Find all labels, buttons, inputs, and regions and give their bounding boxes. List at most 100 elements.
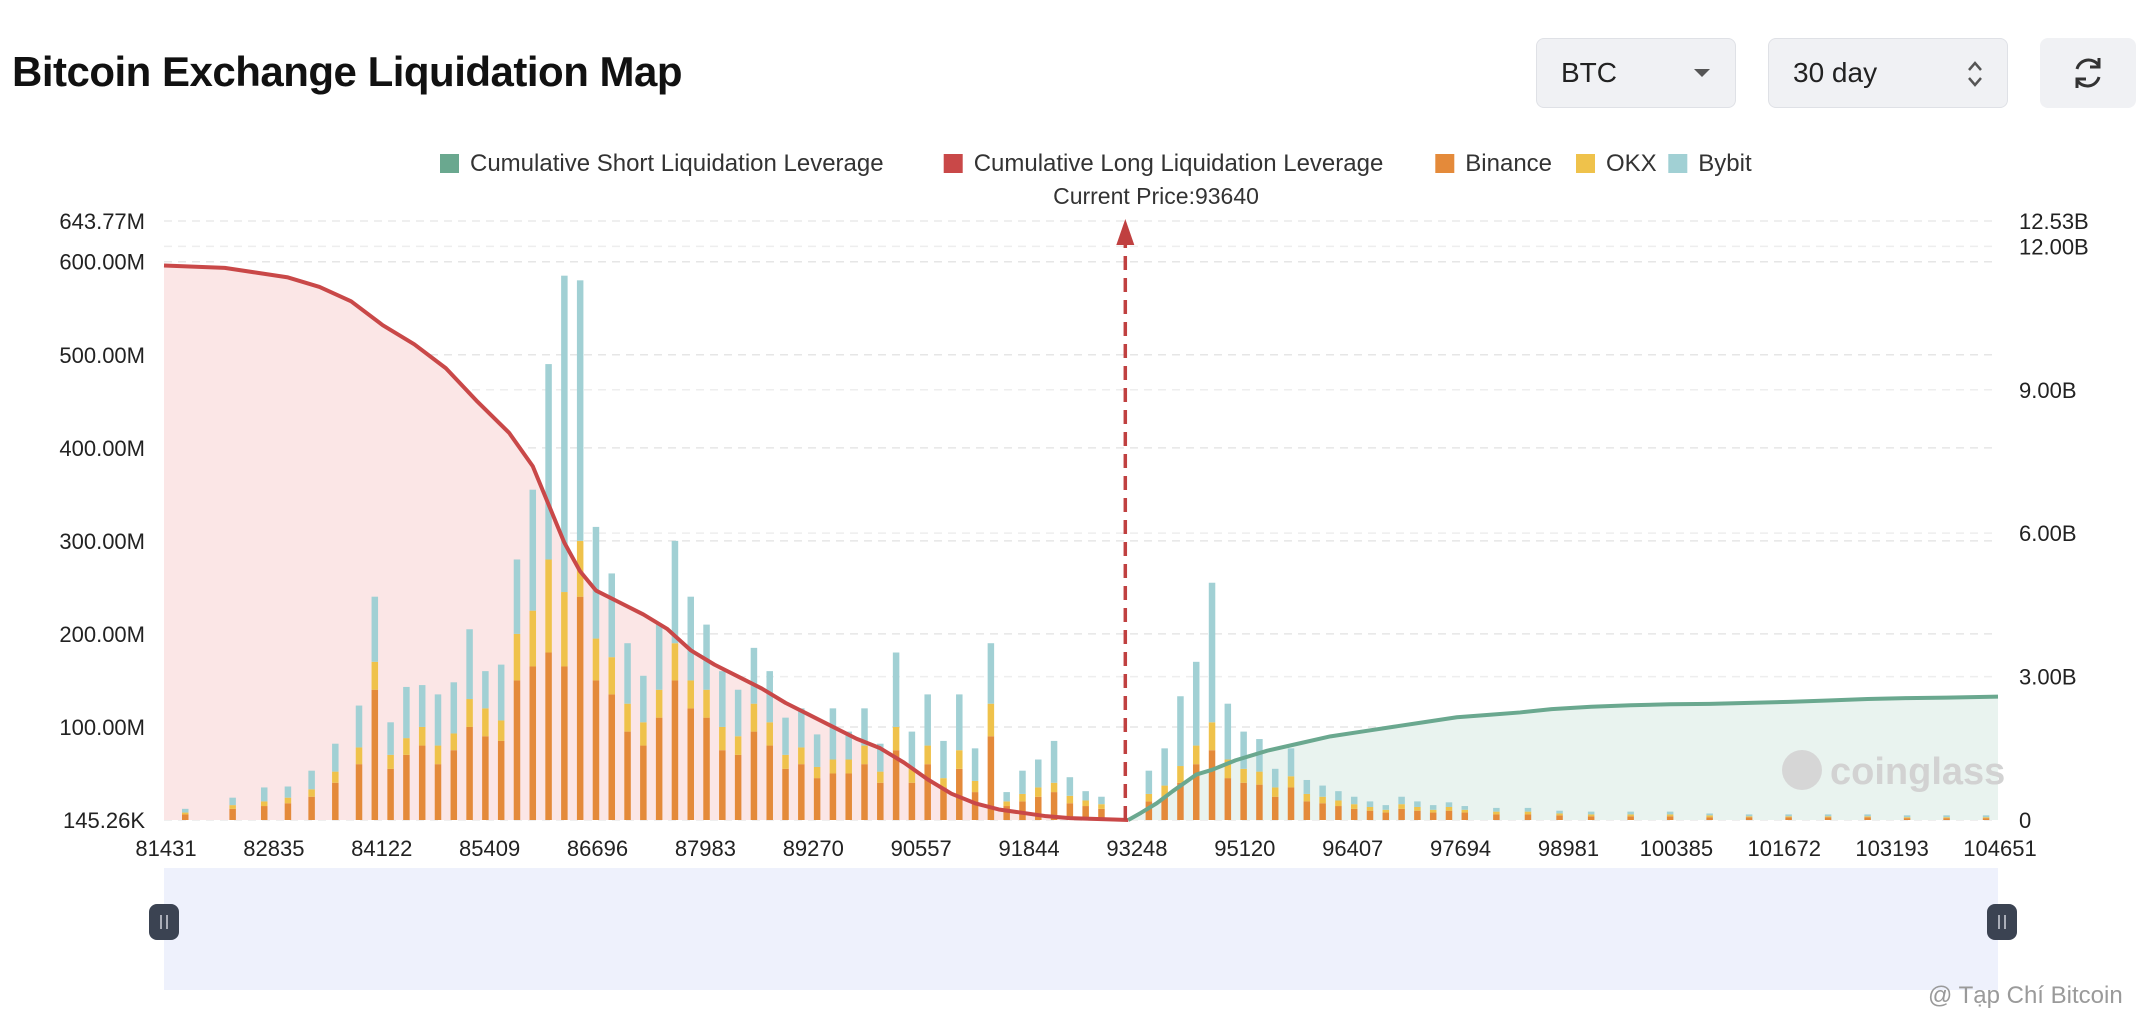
bar-okx-90500 (877, 771, 884, 783)
watermark-text: @ Tạp Chí Bitcoin (1928, 982, 2123, 1009)
coin-select[interactable]: BTC (1536, 38, 1736, 108)
bar-binance-92700 (1050, 792, 1058, 820)
bar-binance-81700 (181, 814, 189, 820)
bar-bybit-86700 (576, 280, 584, 541)
bar-okx-104500 (1982, 817, 1990, 819)
bar-binance-83300 (308, 796, 315, 820)
bar-binance-87500 (640, 745, 647, 820)
bar-okx-93100 (1082, 800, 1089, 807)
bar-binance-88900 (750, 731, 758, 820)
bar-bybit-86900 (592, 526, 600, 639)
bar-okx-85700 (497, 720, 505, 741)
bar-okx-81700 (181, 812, 189, 815)
bar-binance-97100 (1398, 808, 1405, 820)
bar-okx-96700 (1366, 806, 1374, 811)
x-tick-5: 87983 (675, 836, 736, 861)
bar-okx-90300 (861, 745, 868, 765)
bar-binance-84100 (371, 689, 379, 820)
bar-binance-88100 (687, 708, 694, 820)
bar-binance-96100 (1319, 803, 1326, 820)
bar-bybit-90100 (845, 731, 852, 760)
bar-okx-89900 (829, 759, 837, 774)
y-right-tick-5: 12.53B (2019, 209, 2089, 234)
legend-swatch-3 (1576, 154, 1595, 173)
bar-bybit-91700 (971, 748, 979, 781)
bar-binance-104000 (1943, 818, 1950, 820)
x-tick-8: 91844 (998, 836, 1059, 861)
bar-bybit-88700 (734, 689, 742, 737)
bar-okx-91700 (971, 780, 979, 793)
bar-binance-95900 (1303, 801, 1311, 820)
bar-bybit-96500 (1350, 796, 1358, 805)
bar-binance-84300 (387, 768, 394, 820)
short-liquidation-area (1128, 696, 1998, 820)
bar-okx-97900 (1461, 809, 1469, 813)
bar-binance-89500 (798, 764, 805, 820)
coin-select-value: BTC (1561, 57, 1617, 88)
bar-bybit-97300 (1414, 801, 1421, 807)
bar-okx-95100 (1240, 768, 1247, 783)
bar-bybit-103000 (1864, 814, 1871, 817)
bar-okx-88700 (734, 736, 742, 755)
bar-bybit-89900 (829, 708, 837, 760)
refresh-icon (2075, 58, 2101, 88)
bar-okx-87300 (624, 703, 631, 732)
bar-bybit-97900 (1461, 806, 1469, 810)
bar-okx-84700 (418, 726, 426, 746)
bar-okx-90700 (892, 726, 900, 751)
long-liquidation-area (164, 265, 1129, 821)
legend-label-0: Cumulative Short Liquidation Leverage (470, 150, 884, 177)
bar-binance-86300 (545, 652, 552, 820)
coinglass-logo-icon (1782, 750, 1822, 790)
bar-okx-87500 (640, 722, 647, 746)
bar-binance-83600 (332, 782, 339, 820)
bar-binance-101000 (1706, 817, 1713, 820)
zoom-handle-right[interactable] (1987, 904, 2017, 940)
bar-binance-89100 (766, 745, 773, 820)
bar-binance-103500 (1903, 818, 1911, 820)
bar-binance-94700 (1208, 750, 1216, 820)
bar-binance-87300 (624, 731, 631, 820)
range-select-value: 30 day (1793, 57, 1878, 88)
bar-bybit-104500 (1982, 815, 1990, 818)
bar-binance-98300 (1493, 814, 1500, 820)
refresh-button[interactable] (2040, 38, 2136, 108)
long-liquidation-line (163, 263, 1129, 822)
bar-binance-85300 (466, 726, 473, 820)
bar-bybit-85300 (466, 629, 473, 700)
bar-bybit-81700 (181, 808, 189, 813)
zoom-handle-left[interactable] (149, 904, 179, 940)
bar-bybit-84300 (387, 722, 394, 755)
x-tick-9: 93248 (1106, 836, 1167, 861)
bar-okx-84900 (434, 745, 442, 765)
bar-binance-82700 (260, 806, 268, 820)
bar-bybit-96700 (1366, 801, 1374, 807)
bar-bybit-91900 (987, 643, 995, 704)
bar-bybit-83300 (308, 770, 315, 790)
bar-okx-86100 (529, 610, 537, 667)
bar-bybit-95100 (1240, 731, 1247, 769)
x-tick-3: 85409 (459, 836, 520, 861)
x-tick-12: 97694 (1430, 836, 1491, 861)
bar-binance-85100 (450, 750, 458, 820)
bar-okx-99100 (1556, 813, 1563, 816)
legend-label-4: Bybit (1698, 150, 1752, 177)
bar-okx-96100 (1319, 796, 1326, 804)
bar-bybit-96300 (1335, 791, 1342, 801)
bar-okx-93300 (1098, 804, 1105, 809)
bar-binance-89700 (813, 778, 821, 820)
bar-binance-87700 (655, 717, 663, 820)
y-left-tick-3: 300.00M (59, 529, 145, 554)
range-select[interactable]: 30 day (1768, 38, 2008, 108)
bar-binance-93300 (1098, 808, 1105, 820)
bar-bybit-100000 (1627, 811, 1634, 815)
legend-label-3: OKX (1606, 150, 1657, 177)
bar-okx-98700 (1524, 811, 1532, 815)
y-right-tick-3: 9.00B (2019, 378, 2077, 403)
bar-bybit-101500 (1745, 814, 1753, 817)
bar-bybit-94700 (1208, 582, 1216, 723)
bar-bybit-82700 (260, 787, 268, 802)
bar-bybit-92700 (1050, 740, 1058, 783)
bar-binance-94900 (1224, 778, 1232, 820)
bar-bybit-98300 (1493, 807, 1500, 812)
